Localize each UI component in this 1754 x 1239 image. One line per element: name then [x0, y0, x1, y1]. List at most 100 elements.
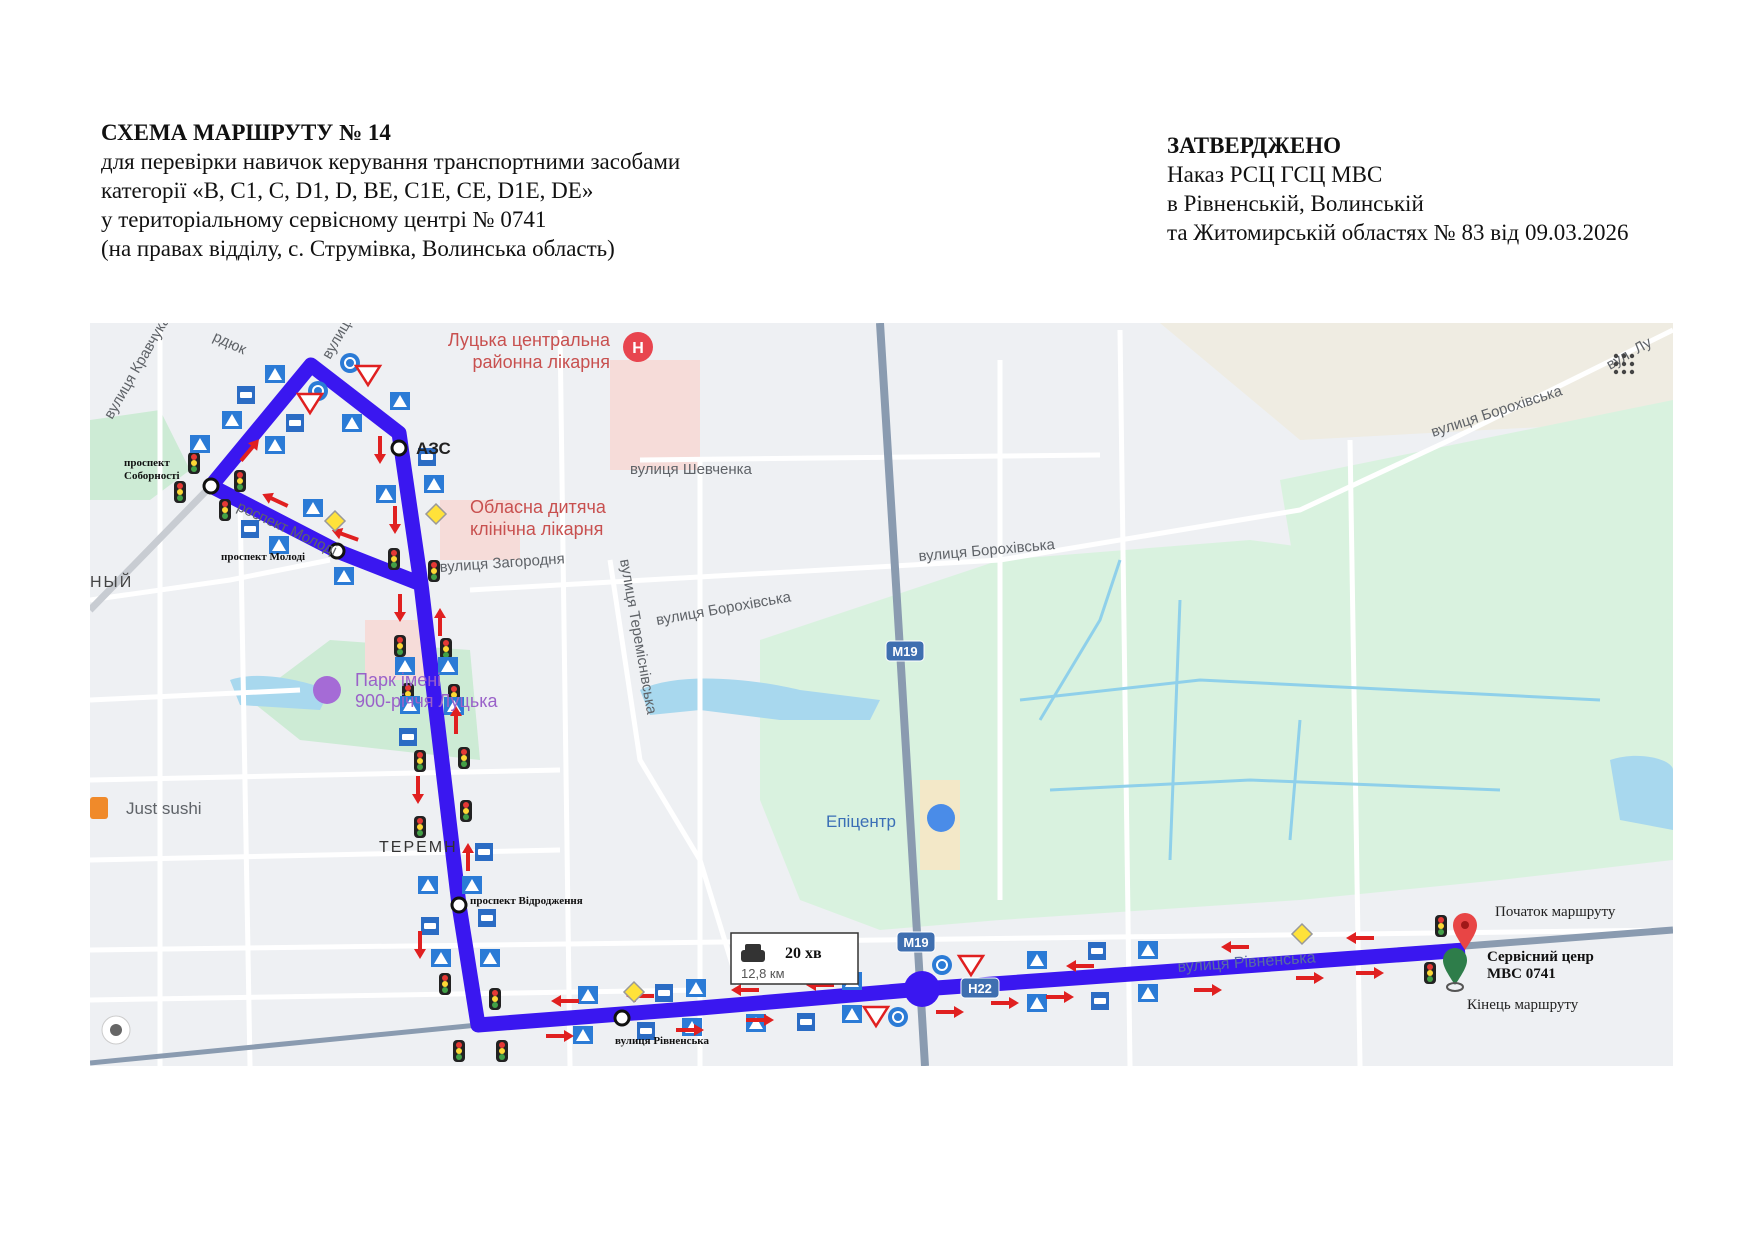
route-end-label: Кінець маршруту: [1467, 997, 1579, 1013]
hospital-icon: [623, 332, 653, 362]
pedestrian-crossing-sign-icon: [1138, 941, 1158, 959]
svg-text:H: H: [632, 340, 644, 357]
pedestrian-crossing-sign-icon: [746, 1014, 766, 1032]
traffic-light-icon: [1424, 962, 1436, 984]
priority-road-sign-icon: [622, 980, 646, 1004]
start-pin-icon[interactable]: [1453, 913, 1477, 950]
route-start-label: Початок маршруту: [1495, 904, 1616, 920]
epicentr-label: Епіцентр: [826, 812, 896, 831]
pedestrian-crossing-sign-icon: [265, 436, 285, 454]
pedestrian-crossing-sign-icon: [1027, 994, 1047, 1012]
waypoint-marker: [202, 477, 220, 495]
service-center-label: Сервісний ценр: [1487, 949, 1594, 965]
children-hospital-label: Обласна дитяча: [470, 497, 607, 517]
annotation-vidrodzhennia: проспект Відродження: [470, 895, 583, 907]
svg-text:M19: M19: [892, 644, 917, 659]
hospital-poi[interactable]: H Луцька центральна районна лікарня: [448, 330, 653, 372]
pedestrian-crossing-sign-icon: [222, 411, 242, 429]
svg-text:H22: H22: [968, 981, 992, 996]
hospital-label: районна лікарня: [473, 352, 610, 372]
roundabout-sign-icon: [888, 1007, 908, 1027]
bus-stop-sign-icon: [797, 1013, 815, 1031]
svg-text:M19: M19: [903, 935, 928, 950]
scheme-title: СХЕМА МАРШРУТУ № 14: [101, 120, 391, 145]
pedestrian-crossing-sign-icon: [480, 949, 500, 967]
direction-arrow-icon: [1296, 972, 1324, 984]
approval-title: ЗАТВЕРДЖЕНО: [1167, 133, 1342, 158]
traffic-light-icon: [439, 973, 451, 995]
traffic-light-icon: [489, 988, 501, 1010]
direction-arrow-icon: [331, 527, 359, 542]
pedestrian-crossing-sign-icon: [395, 657, 415, 675]
bus-stop-sign-icon: [421, 917, 439, 935]
direction-arrow-icon: [262, 492, 289, 508]
priority-road-sign-icon: [424, 502, 448, 526]
annotation-molodi: проспект Молоді: [221, 551, 305, 563]
pedestrian-crossing-sign-icon: [438, 657, 458, 675]
direction-arrow-icon: [1346, 932, 1374, 944]
direction-arrow-icon: [434, 608, 446, 636]
waypoint-marker: [390, 439, 408, 457]
priority-road-sign-icon: [323, 509, 347, 533]
approval-line: Наказ РСЦ ГСЦ МВС: [1167, 162, 1383, 187]
direction-arrow-icon: [546, 1030, 574, 1042]
street-network: [90, 327, 1673, 1066]
waypoint-marker: [328, 542, 346, 560]
priority-road-sign-icon: [1290, 922, 1314, 946]
bus-stop-sign-icon: [241, 520, 259, 538]
shopping-bag-icon: [927, 804, 955, 832]
bus-stop-sign-icon: [637, 1022, 655, 1040]
traffic-light-icon: [458, 747, 470, 769]
bus-stop-sign-icon: [286, 414, 304, 432]
bus-stop-sign-icon: [418, 448, 436, 466]
just-sushi-poi[interactable]: Just sushi: [90, 797, 202, 819]
bus-stop-sign-icon: [655, 984, 673, 1002]
yield-sign-icon: [295, 392, 325, 416]
bus-stop-sign-icon: [475, 843, 493, 861]
end-pin-icon[interactable]: [1443, 948, 1467, 992]
pedestrian-crossing-sign-icon: [424, 475, 444, 493]
annotation-rivnenska: вулиця Рівненська: [615, 1035, 709, 1047]
yield-sign-icon: [353, 364, 383, 388]
apps-grid-icon[interactable]: [1613, 353, 1635, 375]
traffic-light-icon: [460, 800, 472, 822]
approval-block: ЗАТВЕРДЖЕНО Наказ РСЦ ГСЦ МВС в Рівненсь…: [1167, 131, 1628, 247]
car-icon: [741, 944, 765, 962]
direction-arrow-icon: [394, 594, 406, 622]
route-map[interactable]: H Луцька центральна районна лікарня Обла…: [90, 323, 1673, 1066]
pedestrian-crossing-sign-icon: [842, 1005, 862, 1023]
service-center-label: МВС 0741: [1487, 966, 1556, 982]
traffic-light-icon: [453, 1040, 465, 1062]
location-icon[interactable]: [101, 1015, 131, 1045]
direction-arrow-icon: [1066, 960, 1094, 972]
waypoint-marker: [613, 1009, 631, 1027]
direction-arrow-icon: [450, 706, 462, 734]
yield-sign-icon: [956, 954, 986, 978]
pedestrian-crossing-sign-icon: [686, 979, 706, 997]
park-poi[interactable]: Парк імені 900-річчя Луцька: [313, 670, 499, 711]
pedestrian-crossing-sign-icon: [390, 392, 410, 410]
roundabout-sign-icon: [932, 955, 952, 975]
street-label: вулиця Шевченка: [630, 461, 753, 478]
pedestrian-crossing-sign-icon: [303, 499, 323, 517]
direction-arrow-icon: [414, 931, 426, 959]
traffic-light-icon: [219, 499, 231, 521]
route-scheme-header: СХЕМА МАРШРУТУ № 14 для перевірки навичо…: [101, 118, 680, 263]
pedestrian-crossing-sign-icon: [1138, 984, 1158, 1002]
traffic-light-icon: [234, 470, 246, 492]
pedestrian-crossing-sign-icon: [578, 986, 598, 1004]
epicentr-poi[interactable]: Епіцентр: [826, 804, 955, 832]
children-hospital-label: клінічна лікарня: [470, 519, 603, 539]
route-distance: 12,8 км: [741, 966, 785, 981]
yield-sign-icon: [861, 1005, 891, 1029]
scheme-subtitle-line: (на правах відділу, с. Струмівка, Волинс…: [101, 236, 615, 261]
pedestrian-crossing-sign-icon: [573, 1026, 593, 1044]
bus-stop-sign-icon: [478, 909, 496, 927]
direction-arrow-icon: [991, 997, 1019, 1009]
direction-arrow-icon: [1221, 941, 1249, 953]
annotation-sobornosti: Соборності: [124, 470, 180, 482]
direction-arrow-icon: [1194, 984, 1222, 996]
park-label: 900-річчя Луцька: [355, 691, 499, 711]
route-info-box[interactable]: 20 хв 12,8 км: [730, 932, 859, 985]
traffic-light-icon: [174, 481, 186, 503]
